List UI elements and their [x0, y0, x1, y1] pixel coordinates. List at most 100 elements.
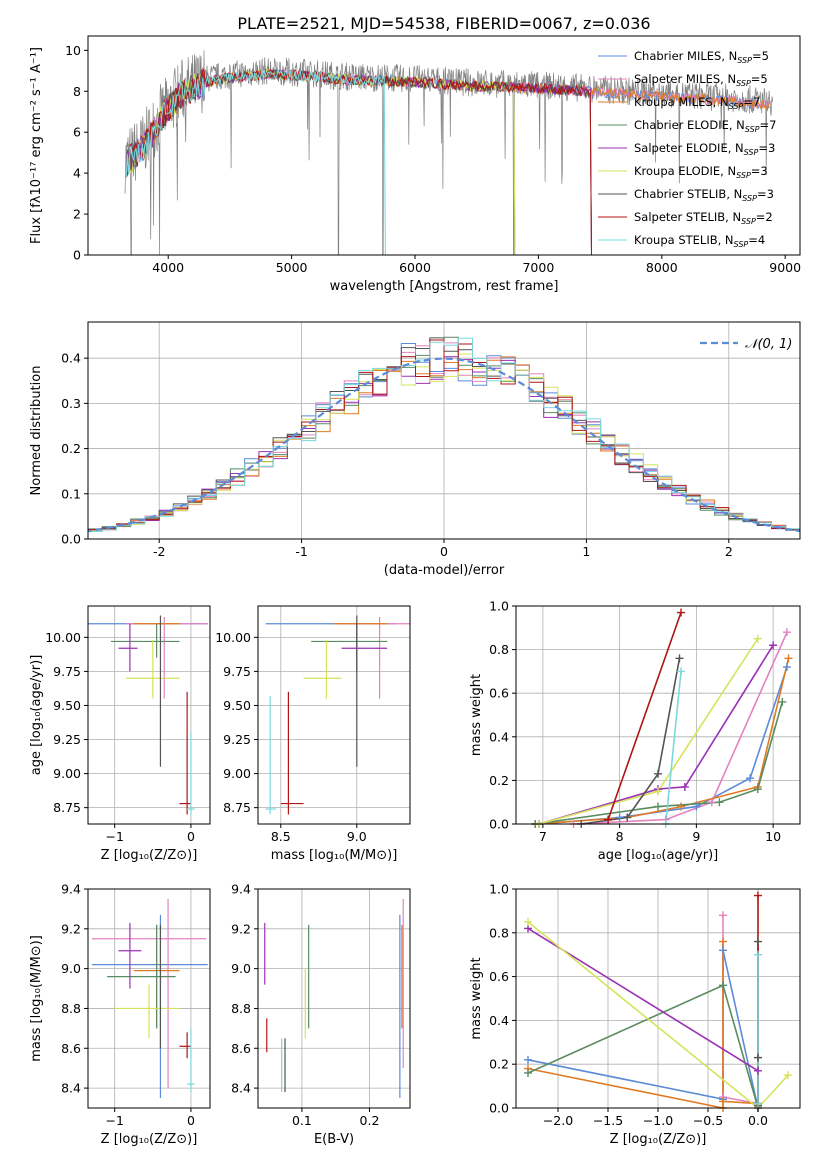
weight-line [538, 644, 774, 824]
y-tick-label: 0.0 [489, 817, 509, 832]
axes-frame [87, 605, 211, 825]
y-tick-label: 4 [73, 166, 81, 181]
legend-label: Kroupa MILES, NSSP=7 [634, 95, 760, 111]
x-axis-label: Z [log₁₀(Z/Z⊙)] [101, 1132, 198, 1147]
error-bar-point [110, 623, 180, 658]
error-bar-point [91, 898, 207, 1089]
weight-marker [524, 1055, 532, 1064]
x-tick-label: 0.0 [748, 1113, 768, 1128]
x-axis-label: Z [log₁₀(Z/Z⊙)] [610, 1132, 707, 1147]
legend-label: Kroupa STELIB, NSSP=4 [634, 233, 765, 249]
error-bar-point [179, 1032, 191, 1059]
axes-frame [87, 888, 211, 1109]
y-tick-label: 9.25 [223, 732, 251, 747]
x-tick-label: -1 [295, 544, 307, 559]
weight-line [664, 671, 682, 824]
x-tick-label: 5000 [276, 260, 308, 275]
x-axis-label: E(B-V) [314, 1132, 354, 1147]
y-tick-label: 0.4 [489, 729, 509, 744]
weight-marker [677, 667, 686, 676]
x-tick-label: −1 [105, 829, 123, 844]
y-axis-label: mass weight [469, 674, 484, 756]
x-axis-label: (data-model)/error [384, 563, 505, 578]
spectrum-legend: Chabrier MILES, NSSP=5 Salpeter MILES, NS… [598, 49, 776, 249]
y-tick-label: 8 [73, 84, 81, 99]
error-bar-point [118, 922, 142, 989]
y-tick-label: 8.8 [61, 1001, 81, 1016]
y-tick-label: 0.2 [489, 773, 509, 788]
x-tick-label: 9.0 [347, 829, 367, 844]
figure-title: PLATE=2521, MJD=54538, FIBERID=0067, z=0… [237, 14, 650, 33]
y-tick-label: 8.6 [61, 1041, 81, 1056]
plot-residuals: -2 -1 0 1 2 0.0 0.1 0.2 0.3 0.4 (data-model)/error… [29, 321, 801, 578]
weight-marker [654, 769, 662, 778]
y-tick-label: 9.75 [223, 664, 251, 679]
y-tick-label: 9.50 [53, 698, 81, 713]
error-bar-point [187, 1028, 195, 1093]
weight-marker [719, 946, 727, 955]
legend-label: Chabrier ELODIE, NSSP=7 [634, 118, 776, 134]
y-axis-label: Flux [fλ10⁻¹⁷ erg cm⁻² s⁻¹ A⁻¹] [29, 47, 44, 244]
x-axis-label: wavelength [Angstrom, rest frame] [330, 279, 559, 294]
plot-area-age_vs_mass [265, 615, 410, 815]
y-tick-label: 8.75 [223, 800, 251, 815]
weight-marker [707, 798, 716, 807]
plot-mass_vs_ebv: 0.1 0.2 8.4 8.6 8.8 9.0 9.2 9.4 E(B-V) [231, 882, 411, 1147]
weight-marker [754, 1066, 762, 1075]
weight-line [527, 921, 789, 1108]
weight-marker [692, 802, 701, 811]
weight-line [607, 612, 682, 820]
weight-marker [754, 950, 762, 959]
y-tick-label: 9.0 [231, 961, 251, 976]
y-tick-label: 10.00 [215, 630, 251, 645]
y-tick-label: 0.3 [61, 396, 81, 411]
weight-marker [623, 813, 632, 822]
x-tick-label: 10 [765, 829, 781, 844]
plot-area-mass_vs_Z [91, 898, 208, 1099]
weight-marker [782, 663, 791, 672]
weight-marker [719, 937, 727, 946]
error-bar-point [114, 984, 180, 1039]
weight-marker [715, 798, 724, 807]
y-tick-label: 9.25 [53, 732, 81, 747]
y-tick-label: 0.4 [61, 351, 81, 366]
legend-label: Salpeter MILES, NSSP=5 [634, 72, 768, 88]
x-tick-label: 0.1 [292, 1113, 312, 1128]
y-tick-label: 9.75 [53, 664, 81, 679]
x-tick-label: 6000 [399, 260, 431, 275]
weight-marker [778, 697, 787, 706]
weight-marker [754, 1099, 762, 1108]
y-axis-label: Normed distribution [29, 366, 44, 496]
y-tick-label: 0.0 [61, 532, 81, 547]
y-tick-label: 0.2 [61, 441, 81, 456]
weight-marker [784, 1071, 792, 1080]
y-tick-label: 0.6 [489, 686, 509, 701]
x-axis-label: mass [log₁₀(M/M⊙)] [271, 848, 398, 863]
legend-label: 𝒩(0, 1) [745, 337, 792, 352]
plot-area-age_vs_Z [88, 615, 208, 815]
axes-frame [515, 605, 801, 825]
plot-weight_vs_Z: −2.0 −1.5 −1.0 −0.5 0.0 0.0 0.2 0.4 0.6 0.8 1.0 Z [… [469, 882, 801, 1147]
y-tick-label: 0.8 [489, 642, 509, 657]
spectrum-data-line [124, 50, 773, 255]
axes-frame [87, 35, 801, 256]
axes-frame [257, 605, 411, 825]
y-tick-label: 0.2 [489, 1057, 509, 1072]
error-bar-point [179, 691, 191, 815]
weight-marker [615, 813, 624, 822]
weight-marker [782, 628, 791, 637]
weight-marker [677, 802, 686, 811]
weight-marker [746, 774, 755, 783]
error-bar-point [187, 732, 195, 815]
x-tick-label: −2.0 [543, 1113, 573, 1128]
error-bar-point [303, 640, 342, 699]
weight-marker [784, 654, 793, 663]
weight-line [573, 631, 788, 824]
weight-marker [753, 785, 762, 794]
y-tick-label: 8.6 [231, 1041, 251, 1056]
weight-marker [524, 917, 532, 926]
plot-area-residuals [88, 336, 800, 534]
y-tick-label: 8.4 [61, 1081, 81, 1096]
y-tick-label: 0.4 [489, 1013, 509, 1028]
